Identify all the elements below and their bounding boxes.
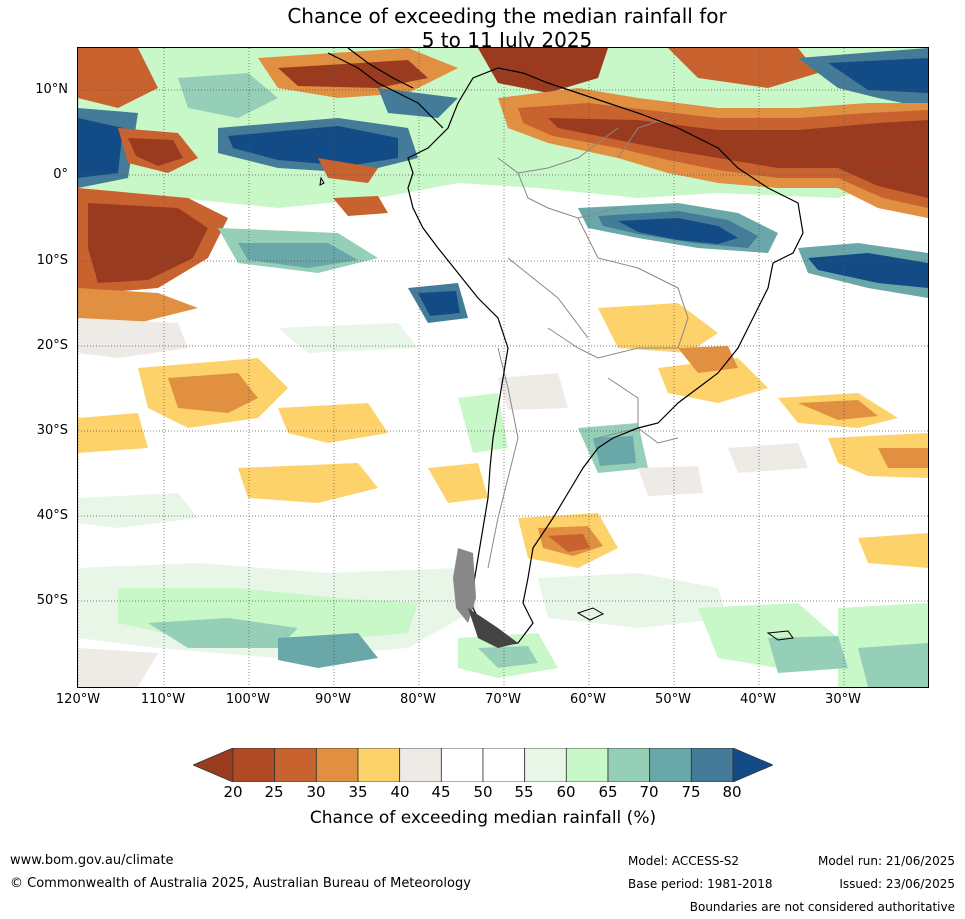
colorbar-tick: 70 xyxy=(639,783,659,801)
colorbar-segment xyxy=(565,748,609,782)
lon-label-60w: 60°W xyxy=(570,692,606,707)
map-canvas xyxy=(78,48,928,687)
colorbar-segment xyxy=(357,748,401,782)
lon-label-80w: 80°W xyxy=(400,692,436,707)
lat-label-20s: 20°S xyxy=(36,338,68,353)
colorbar-tick: 20 xyxy=(223,783,243,801)
colorbar-tick: 50 xyxy=(473,783,493,801)
country-boundaries xyxy=(487,117,689,569)
lon-label-40w: 40°W xyxy=(740,692,776,707)
lat-label-40s: 40°S xyxy=(36,508,68,523)
colorbar-label: Chance of exceeding median rainfall (%) xyxy=(309,808,657,828)
colorbar-segment xyxy=(524,748,567,782)
colorbar-tick: 60 xyxy=(556,783,576,801)
colorbar-segment xyxy=(607,748,651,782)
colorbar-tick: 30 xyxy=(306,783,326,801)
islands xyxy=(319,176,794,641)
footer-model-run: Model run: 21/06/2025 xyxy=(817,854,955,868)
colorbar-segment xyxy=(232,748,276,782)
colorbar-tick: 55 xyxy=(514,783,534,801)
title-line-1: Chance of exceeding the median rainfall … xyxy=(287,4,727,28)
midlatitude-patches xyxy=(78,303,928,568)
lon-label-30w: 30°W xyxy=(825,692,861,707)
lon-label-110w: 110°W xyxy=(140,692,186,707)
colorbar-segment xyxy=(649,748,692,782)
colorbar-tick: 25 xyxy=(264,783,284,801)
colorbar-tick: 75 xyxy=(681,783,701,801)
lon-label-100w: 100°W xyxy=(225,692,271,707)
colorbar-segment xyxy=(274,748,317,782)
lat-label-50s: 50°S xyxy=(36,593,68,608)
colorbar-tick: 45 xyxy=(431,783,451,801)
footer-url: www.bom.gov.au/climate xyxy=(10,853,174,868)
footer-copyright: © Commonwealth of Australia 2025, Austra… xyxy=(10,876,471,891)
lat-label-30s: 30°S xyxy=(36,423,68,438)
lon-label-70w: 70°W xyxy=(485,692,521,707)
footer-boundaries-note: Boundaries are not considered authoritat… xyxy=(689,900,955,914)
footer-base-period: Base period: 1981-2018 xyxy=(628,877,773,891)
colorbar-extend-low xyxy=(193,748,234,782)
colorbar-extend-high xyxy=(732,748,773,782)
colorbar-tick: 40 xyxy=(390,783,410,801)
lon-label-120w: 120°W xyxy=(55,692,101,707)
colorbar-segment xyxy=(315,748,359,782)
lon-label-90w: 90°W xyxy=(315,692,351,707)
patagonia-fjords xyxy=(453,548,518,648)
colorbar-segments xyxy=(193,748,773,782)
south-america-coastline xyxy=(407,67,804,647)
southern-band xyxy=(78,563,928,687)
central-america-coastline xyxy=(327,48,444,129)
footer-issued: Issued: 23/06/2025 xyxy=(839,877,955,891)
colorbar-segment xyxy=(482,748,526,782)
colorbar-segment xyxy=(440,748,484,782)
lat-label-10n: 10°N xyxy=(35,82,68,97)
graticule xyxy=(78,48,928,687)
lat-label-0: 0° xyxy=(53,167,68,182)
colorbar-segment xyxy=(399,748,442,782)
footer-model: Model: ACCESS-S2 xyxy=(628,854,740,868)
lon-label-50w: 50°W xyxy=(655,692,691,707)
colorbar xyxy=(193,748,773,782)
colorbar-tick: 35 xyxy=(348,783,368,801)
colorbar-tick: 65 xyxy=(598,783,618,801)
lat-label-10s: 10°S xyxy=(36,253,68,268)
colorbar-segment xyxy=(690,748,734,782)
map-title: Chance of exceeding the median rainfall … xyxy=(0,4,965,52)
colorbar-tick: 80 xyxy=(722,783,742,801)
rainfall-map xyxy=(77,47,929,688)
